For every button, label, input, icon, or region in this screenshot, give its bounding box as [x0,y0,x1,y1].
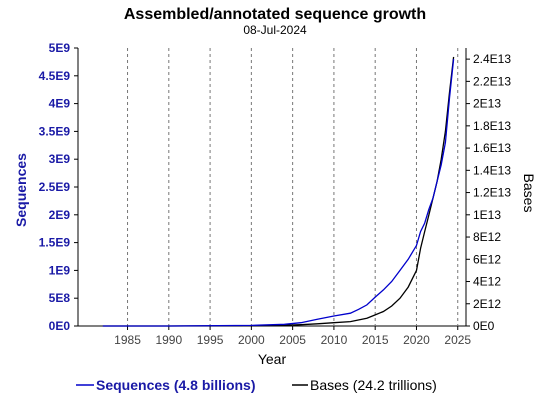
right-tick-label-4: 8E12 [473,230,501,244]
x-tick-label-2020: 2020 [403,333,430,347]
grid-group [127,48,459,326]
right-y-ticks-group: 0E0 2E12 4E12 6E12 8E12 1E13 1.2E13 1.4E13 1.6E1… [466,52,511,333]
left-tick-label-0: 0E0 [49,319,71,333]
x-tick-label-1995: 1995 [197,333,224,347]
y-axis-label-left: Sequences [13,153,29,227]
left-tick-label-10: 5E9 [49,41,71,55]
left-tick-label-5: 2.5E9 [39,180,71,194]
right-tick-label-7: 1.4E13 [473,163,511,177]
x-tick-label-1990: 1990 [155,333,182,347]
left-tick-label-2: 1E9 [49,263,71,277]
x-tick-label-2015: 2015 [362,333,389,347]
legend-label-bases: Bases (24.2 trillions) [310,377,437,393]
right-tick-label-2: 4E12 [473,275,501,289]
right-tick-label-0: 0E0 [473,319,495,333]
right-tick-label-9: 1.8E13 [473,119,511,133]
series-line-sequences [102,59,455,327]
x-tick-label-2000: 2000 [238,333,265,347]
chart-title: Assembled/annotated sequence growth [124,6,426,23]
x-ticks-group: 1985 1990 1995 2000 2005 2010 2015 2020 2025 [114,326,471,347]
left-tick-label-4: 2E9 [49,208,71,222]
series-line-bases [102,56,455,327]
legend-label-sequences: Sequences (4.8 billions) [96,377,256,393]
left-tick-label-9: 4.5E9 [39,69,71,83]
left-tick-label-1: 5E8 [49,291,71,305]
right-tick-label-10: 2E13 [473,97,501,111]
left-tick-label-7: 3.5E9 [39,124,71,138]
left-y-ticks-group: 0E0 5E8 1E9 1.5E9 2E9 2.5E9 3E9 3.5E9 4E9 4.5E9 5E… [39,41,78,333]
left-tick-label-6: 3E9 [49,152,71,166]
chart-subtitle: 08-Jul-2024 [243,23,307,37]
x-tick-label-2010: 2010 [321,333,348,347]
x-tick-label-1985: 1985 [114,333,141,347]
right-tick-label-11: 2.2E13 [473,74,511,88]
right-tick-label-1: 2E12 [473,297,501,311]
y-axis-label-right: Bases [521,174,537,213]
left-tick-label-3: 1.5E9 [39,236,71,250]
right-tick-label-12: 2.4E13 [473,52,511,66]
right-tick-label-5: 1E13 [473,208,501,222]
right-tick-label-6: 1.2E13 [473,186,511,200]
x-tick-label-2025: 2025 [444,333,471,347]
x-tick-label-2005: 2005 [279,333,306,347]
left-tick-label-8: 4E9 [49,97,71,111]
right-tick-label-3: 6E12 [473,252,501,266]
right-tick-label-8: 1.6E13 [473,141,511,155]
x-axis-label: Year [258,351,287,367]
